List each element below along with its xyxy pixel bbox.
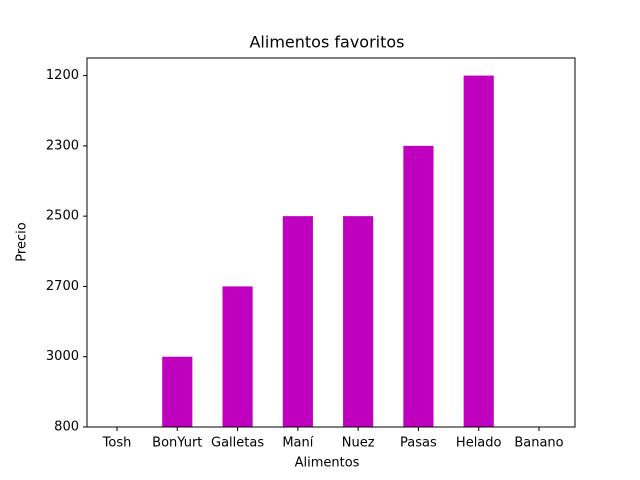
- plot-frame: [86, 57, 576, 428]
- x-tick-label: BonYurt: [152, 436, 202, 451]
- bar: [162, 356, 193, 427]
- y-tick-label: 800: [54, 420, 79, 435]
- y-tick-label: 2300: [46, 138, 79, 153]
- y-tick-label: 3000: [46, 349, 79, 364]
- x-tick-label: Banano: [514, 436, 563, 451]
- chart-title: Alimentos favoritos: [249, 33, 404, 52]
- y-tick-label: 1200: [46, 68, 79, 83]
- y-tick-label: 2700: [46, 279, 79, 294]
- bar: [222, 286, 253, 427]
- x-tick-label: Galletas: [211, 436, 264, 451]
- x-axis-label: Alimentos: [295, 456, 360, 471]
- bar: [282, 216, 313, 427]
- bar: [343, 216, 374, 427]
- x-tick-label: Helado: [456, 436, 502, 451]
- y-axis-label: Precio: [15, 222, 30, 261]
- bar: [403, 145, 434, 427]
- x-tick-label: Tosh: [102, 436, 132, 451]
- y-tick-label: 2500: [46, 209, 79, 224]
- x-tick-label: Pasas: [400, 436, 437, 451]
- x-tick-label: Nuez: [342, 436, 375, 451]
- bar: [463, 75, 494, 428]
- x-tick-label: Maní: [282, 436, 313, 451]
